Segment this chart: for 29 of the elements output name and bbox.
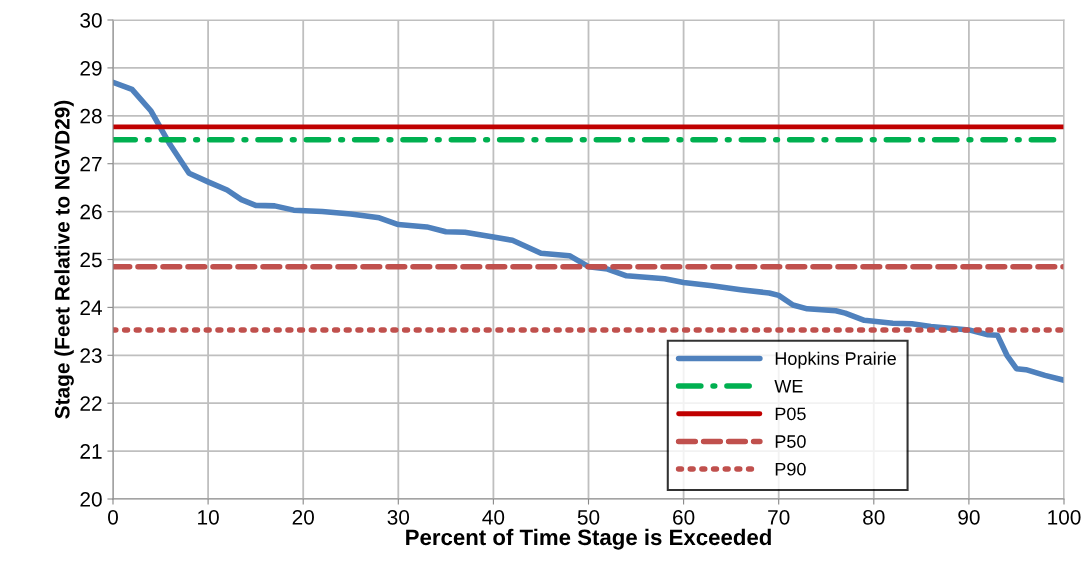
- y-tick-label: 27: [80, 156, 102, 172]
- y-tick-label: 24: [80, 300, 102, 315]
- legend-label: WE: [774, 379, 803, 393]
- legend-label: Hopkins Prairie: [775, 351, 896, 369]
- y-tick-label: 22: [80, 396, 102, 411]
- x-tick-label: 50: [577, 509, 600, 525]
- y-axis-title: Stage (Feet Relative to NGVD29): [54, 100, 74, 419]
- legend-label: P05: [775, 407, 806, 421]
- y-tick-label: 25: [80, 252, 102, 268]
- x-axis-title: Percent of Time Stage is Exceeded: [406, 528, 771, 550]
- x-tick-label: 40: [482, 509, 505, 525]
- y-tick-label: 20: [80, 492, 102, 507]
- y-tick-label: 23: [80, 348, 102, 364]
- x-tick-label: 90: [958, 509, 980, 525]
- x-tick-label: 30: [387, 509, 410, 525]
- x-tick-label: 100: [1048, 509, 1081, 525]
- x-tick-label: 80: [863, 509, 885, 525]
- y-tick-label: 28: [80, 108, 102, 124]
- legend-label: P90: [775, 462, 806, 476]
- y-tick-label: 29: [80, 60, 102, 76]
- y-tick-label: 30: [80, 13, 102, 28]
- x-tick-label: 10: [198, 509, 219, 525]
- x-tick-label: 60: [673, 509, 695, 525]
- y-tick-label: 21: [80, 444, 102, 459]
- x-tick-label: 0: [108, 509, 118, 525]
- y-tick-label: 26: [80, 204, 102, 220]
- x-tick-label: 20: [292, 509, 314, 525]
- x-tick-label: 70: [768, 509, 790, 525]
- legend-label: P50: [775, 435, 806, 448]
